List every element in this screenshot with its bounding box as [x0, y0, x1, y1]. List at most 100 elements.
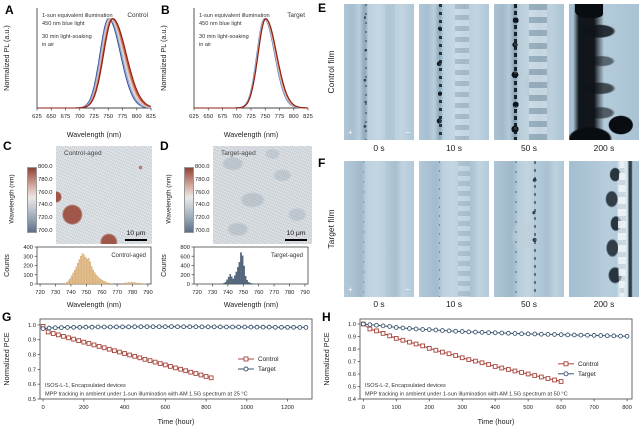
- hist-bar: [80, 256, 82, 285]
- control-film-0s: + −: [344, 4, 414, 140]
- svg-text:0.9: 0.9: [28, 338, 36, 344]
- svg-text:Normalized PL (a.u.): Normalized PL (a.u.): [2, 25, 11, 91]
- panel-letter-e: E: [318, 1, 327, 15]
- svg-text:Normalized PL (a.u.): Normalized PL (a.u.): [159, 25, 168, 91]
- hist-bar: [229, 274, 231, 285]
- svg-text:700: 700: [75, 114, 85, 120]
- svg-text:0.8: 0.8: [348, 347, 356, 353]
- svg-text:790: 790: [300, 290, 310, 296]
- svg-text:Wavelength (nm): Wavelength (nm): [224, 130, 278, 139]
- svg-text:0.7: 0.7: [28, 367, 36, 373]
- hist-bar: [227, 276, 230, 285]
- svg-text:0.6: 0.6: [28, 382, 36, 388]
- time-label: 200 s: [593, 299, 615, 309]
- svg-text:500: 500: [523, 405, 533, 411]
- hist-bar: [106, 282, 108, 285]
- svg-text:100: 100: [23, 273, 33, 279]
- svg-text:625: 625: [32, 114, 42, 120]
- svg-text:800: 800: [622, 405, 632, 411]
- panel-letter-f: F: [318, 156, 326, 170]
- time-label: 50 s: [520, 299, 538, 309]
- svg-text:775: 775: [118, 114, 128, 120]
- svg-text:675: 675: [218, 114, 228, 120]
- hist-bar: [240, 252, 242, 285]
- hist-bar: [247, 282, 250, 285]
- svg-text:800: 800: [180, 245, 190, 251]
- svg-text:730: 730: [208, 290, 218, 296]
- svg-text:720: 720: [35, 290, 45, 296]
- colorbar-c: [27, 167, 37, 233]
- pl-map-target-aged: Target-aged 10 μm: [213, 146, 312, 244]
- svg-text:Counts: Counts: [2, 254, 11, 277]
- svg-text:ISOS-L-2, Encapsulated devices: ISOS-L-2, Encapsulated devices: [365, 383, 446, 389]
- svg-text:300: 300: [457, 405, 467, 411]
- hist-bar: [84, 257, 87, 285]
- svg-text:740: 740: [66, 290, 76, 296]
- svg-text:730: 730: [51, 290, 61, 296]
- electrode-minus-mark: −: [405, 285, 410, 294]
- hist-bar: [134, 282, 136, 285]
- hist-bar: [72, 272, 74, 285]
- hist-bar: [66, 282, 68, 285]
- hist-bar: [64, 283, 67, 285]
- hist-bar: [90, 266, 93, 285]
- svg-text:Target: Target: [258, 366, 276, 373]
- svg-text:1-sun equivalent illumination: 1-sun equivalent illumination: [199, 13, 270, 19]
- svg-text:200: 200: [79, 405, 89, 411]
- svg-text:in air: in air: [42, 42, 54, 48]
- svg-text:Target: Target: [578, 371, 596, 378]
- target-film-label: Target film: [326, 209, 336, 249]
- histogram-chart-target-aged: 720 730 740 750 760 770 780 790 0 200 400 600 800 Wav…: [159, 245, 310, 309]
- svg-text:1000: 1000: [240, 405, 253, 411]
- pl-map-label: Target-aged: [221, 150, 256, 157]
- svg-text:200: 200: [180, 273, 190, 279]
- svg-text:0.6: 0.6: [348, 372, 356, 378]
- svg-text:0.9: 0.9: [348, 335, 356, 341]
- electrode-plus-mark: +: [348, 128, 353, 137]
- svg-text:in air: in air: [199, 42, 211, 48]
- pl-spectrum-chart-target: 625 650 675 700 725 750 775 800 825 Wavelength (n…: [159, 8, 313, 139]
- svg-text:MPP tracking in ambient under: MPP tracking in ambient under 1-sun illu…: [45, 392, 248, 398]
- svg-text:0: 0: [187, 282, 190, 288]
- hist-bar: [246, 280, 248, 285]
- svg-text:750: 750: [260, 114, 270, 120]
- pl-map-label: Control-aged: [64, 150, 102, 157]
- hist-bar: [223, 283, 225, 285]
- colorbar-d: [184, 167, 194, 233]
- svg-text:780: 780: [285, 290, 295, 296]
- svg-text:Control: Control: [127, 12, 148, 19]
- hist-bar: [95, 274, 98, 285]
- svg-text:MPP tracking in ambient under: MPP tracking in ambient under 1-sun illu…: [365, 392, 568, 398]
- panel-letter-b: B: [161, 3, 170, 17]
- colorbar-label-c: Wavelength (nm): [8, 174, 16, 224]
- svg-text:740: 740: [223, 290, 233, 296]
- control-film-label: Control film: [326, 50, 336, 94]
- svg-text:Time (hour): Time (hour): [478, 417, 515, 426]
- svg-text:600: 600: [556, 405, 566, 411]
- svg-text:Time (hour): Time (hour): [158, 417, 195, 426]
- svg-text:Wavelength (nm): Wavelength (nm): [67, 300, 121, 309]
- svg-text:200: 200: [424, 405, 434, 411]
- control-film-200s: [569, 4, 639, 140]
- svg-text:1.0: 1.0: [28, 323, 36, 329]
- svg-text:700: 700: [232, 114, 242, 120]
- hist-bar: [235, 271, 238, 285]
- svg-text:750: 750: [238, 290, 248, 296]
- svg-text:100: 100: [391, 405, 401, 411]
- hist-bar: [230, 276, 233, 285]
- hist-bar: [237, 267, 239, 285]
- panel-letter-d: D: [160, 139, 169, 153]
- svg-text:450 nm blue light: 450 nm blue light: [199, 21, 242, 27]
- pce-tracking-chart-isos-l2: 0 100 200 300 400 500 600 700 800 0.4 0.5 0.6 0.7 0.8…: [322, 318, 633, 426]
- svg-text:760: 760: [254, 290, 264, 296]
- svg-text:1.0: 1.0: [348, 322, 356, 328]
- hist-bar: [73, 269, 76, 285]
- panel-letter-h: H: [322, 310, 331, 324]
- hist-bar: [97, 276, 99, 285]
- pce-line-Control: [42, 326, 212, 379]
- hist-bar: [92, 269, 94, 285]
- svg-text:750: 750: [81, 290, 91, 296]
- svg-text:700: 700: [589, 405, 599, 411]
- svg-text:Control: Control: [578, 361, 599, 368]
